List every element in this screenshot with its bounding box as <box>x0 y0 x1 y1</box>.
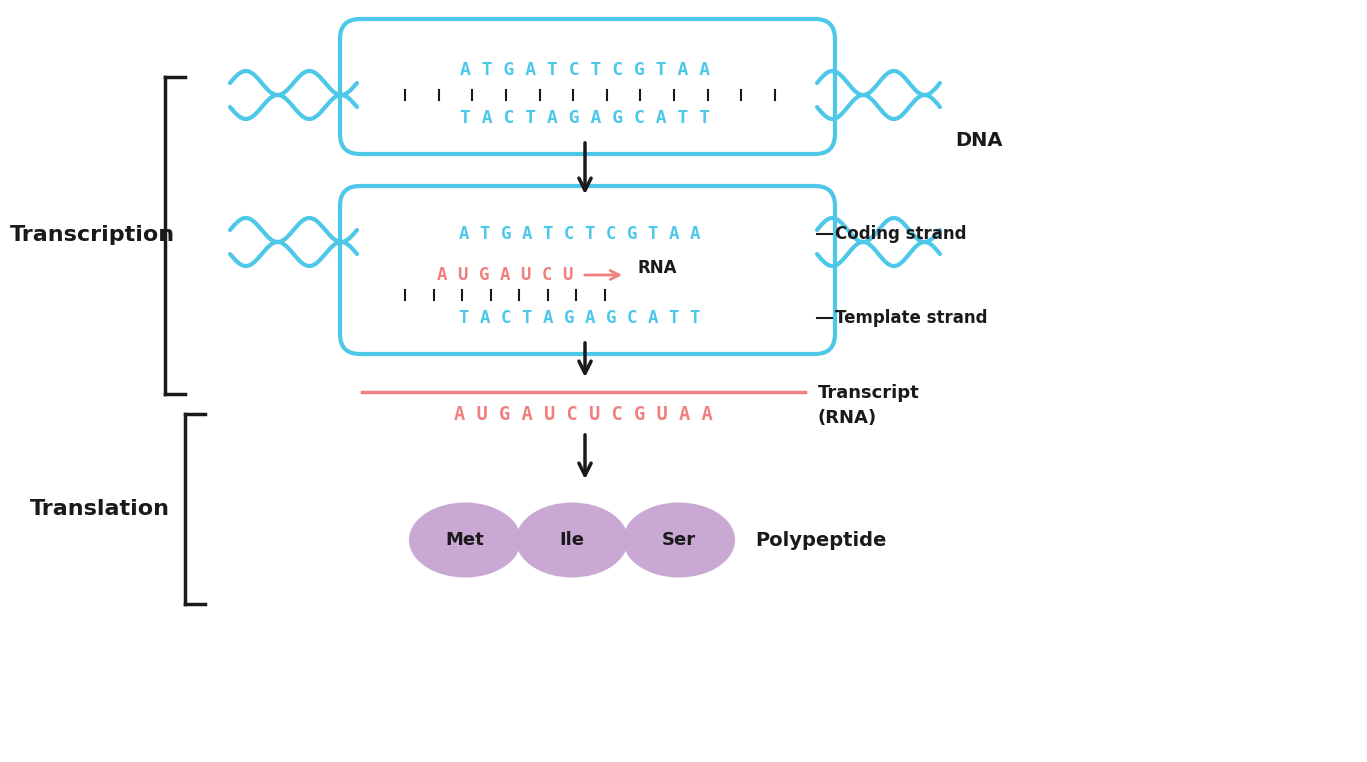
Text: Translation: Translation <box>30 499 170 519</box>
Text: A U G A U C U: A U G A U C U <box>436 266 573 284</box>
Text: RNA: RNA <box>638 259 678 277</box>
Text: Transcript
(RNA): Transcript (RNA) <box>817 383 920 427</box>
Text: A T G A T C T C G T A A: A T G A T C T C G T A A <box>459 61 709 79</box>
Text: Ile: Ile <box>559 531 585 549</box>
Text: T A C T A G A G C A T T: T A C T A G A G C A T T <box>459 309 701 327</box>
FancyBboxPatch shape <box>340 19 835 154</box>
Text: T A C T A G A G C A T T: T A C T A G A G C A T T <box>459 109 709 127</box>
Text: Template strand: Template strand <box>835 309 987 327</box>
Ellipse shape <box>409 502 521 578</box>
Ellipse shape <box>515 502 627 578</box>
Ellipse shape <box>623 502 735 578</box>
Text: Coding strand: Coding strand <box>835 225 966 243</box>
Text: Polypeptide: Polypeptide <box>755 530 886 549</box>
Text: Transcription: Transcription <box>10 225 175 245</box>
Text: Met: Met <box>446 531 484 549</box>
Text: DNA: DNA <box>956 130 1002 149</box>
FancyBboxPatch shape <box>340 186 835 354</box>
Text: A U G A U C U C G U A A: A U G A U C U C G U A A <box>454 405 712 424</box>
Text: Ser: Ser <box>662 531 696 549</box>
Text: A T G A T C T C G T A A: A T G A T C T C G T A A <box>459 225 701 243</box>
